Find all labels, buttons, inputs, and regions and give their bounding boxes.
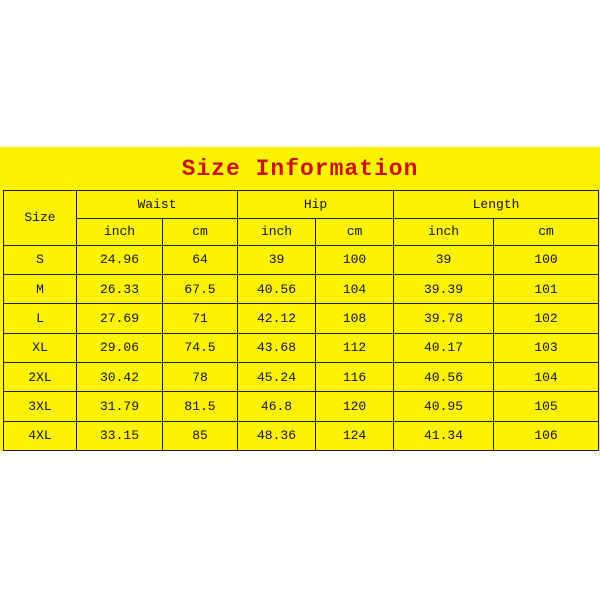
table-row-l: L 27.69 71 42.12 108 39.78 102 bbox=[3, 303, 600, 334]
size-label: 3XL bbox=[3, 391, 77, 422]
hip-inch-value: 43.68 bbox=[237, 332, 317, 363]
header-length-cm: cm bbox=[493, 218, 600, 246]
length-cm-value: 105 bbox=[493, 391, 600, 422]
waist-inch-value: 30.42 bbox=[76, 361, 163, 393]
waist-inch-value: 31.79 bbox=[76, 391, 163, 422]
waist-inch-value: 24.96 bbox=[76, 244, 163, 275]
waist-cm-value: 81.5 bbox=[161, 391, 239, 422]
hip-cm-value: 100 bbox=[315, 244, 395, 275]
table-row-2xl: 2XL 30.42 78 45.24 116 40.56 104 bbox=[3, 361, 600, 393]
page-title: Size Information bbox=[181, 156, 419, 182]
length-cm-value: 104 bbox=[493, 361, 600, 393]
table-row-3xl: 3XL 31.79 81.5 46.8 120 40.95 105 bbox=[3, 391, 600, 422]
hip-cm-value: 112 bbox=[315, 332, 395, 363]
header-group-length: Length bbox=[393, 189, 600, 220]
hip-inch-value: 39 bbox=[237, 244, 317, 275]
table-row-xl: XL 29.06 74.5 43.68 112 40.17 103 bbox=[3, 332, 600, 363]
waist-cm-value: 67.5 bbox=[161, 273, 239, 305]
header-waist-inch: inch bbox=[76, 218, 163, 246]
length-inch-value: 40.95 bbox=[393, 391, 495, 422]
header-length-inch: inch bbox=[393, 218, 495, 246]
length-inch-value: 39 bbox=[393, 244, 495, 275]
waist-inch-value: 26.33 bbox=[76, 273, 163, 305]
waist-cm-value: 71 bbox=[161, 303, 239, 334]
header-hip-cm: cm bbox=[315, 218, 395, 246]
size-chart-table: Size Waist Hip Length inch cm inch cm in… bbox=[3, 189, 600, 452]
hip-inch-value: 40.56 bbox=[237, 273, 317, 305]
hip-cm-value: 108 bbox=[315, 303, 395, 334]
length-cm-value: 100 bbox=[493, 244, 600, 275]
hip-cm-value: 124 bbox=[315, 420, 395, 452]
size-label: S bbox=[3, 244, 77, 275]
hip-inch-value: 45.24 bbox=[237, 361, 317, 393]
hip-cm-value: 116 bbox=[315, 361, 395, 393]
waist-inch-value: 27.69 bbox=[76, 303, 163, 334]
length-inch-value: 39.39 bbox=[393, 273, 495, 305]
size-label: XL bbox=[3, 332, 77, 363]
hip-cm-value: 104 bbox=[315, 273, 395, 305]
length-cm-value: 103 bbox=[493, 332, 600, 363]
length-cm-value: 102 bbox=[493, 303, 600, 334]
header-size: Size bbox=[3, 190, 77, 246]
waist-inch-value: 33.15 bbox=[76, 420, 163, 452]
size-label: L bbox=[3, 303, 77, 334]
length-cm-value: 106 bbox=[493, 420, 600, 452]
header-hip-inch: inch bbox=[237, 218, 317, 246]
waist-inch-value: 29.06 bbox=[76, 332, 163, 363]
waist-cm-value: 85 bbox=[161, 420, 239, 452]
size-label: 4XL bbox=[3, 420, 77, 452]
length-inch-value: 40.56 bbox=[393, 361, 495, 393]
waist-cm-value: 74.5 bbox=[161, 332, 239, 363]
header-group-hip: Hip bbox=[237, 189, 395, 220]
table-row-4xl: 4XL 33.15 85 48.36 124 41.34 106 bbox=[3, 420, 600, 452]
table-row-s: S 24.96 64 39 100 39 100 bbox=[3, 244, 600, 275]
waist-cm-value: 78 bbox=[161, 361, 239, 393]
hip-cm-value: 120 bbox=[315, 391, 395, 422]
waist-cm-value: 64 bbox=[161, 244, 239, 275]
table-row-m: M 26.33 67.5 40.56 104 39.39 101 bbox=[3, 273, 600, 305]
length-inch-value: 39.78 bbox=[393, 303, 495, 334]
length-inch-value: 41.34 bbox=[393, 420, 495, 452]
length-cm-value: 101 bbox=[493, 273, 600, 305]
header-waist-cm: cm bbox=[161, 218, 239, 246]
hip-inch-value: 42.12 bbox=[237, 303, 317, 334]
length-inch-value: 40.17 bbox=[393, 332, 495, 363]
size-label: M bbox=[3, 273, 77, 305]
size-label: 2XL bbox=[3, 361, 77, 393]
hip-inch-value: 48.36 bbox=[237, 420, 317, 452]
header-group-waist: Waist bbox=[75, 189, 239, 220]
hip-inch-value: 46.8 bbox=[237, 391, 317, 422]
